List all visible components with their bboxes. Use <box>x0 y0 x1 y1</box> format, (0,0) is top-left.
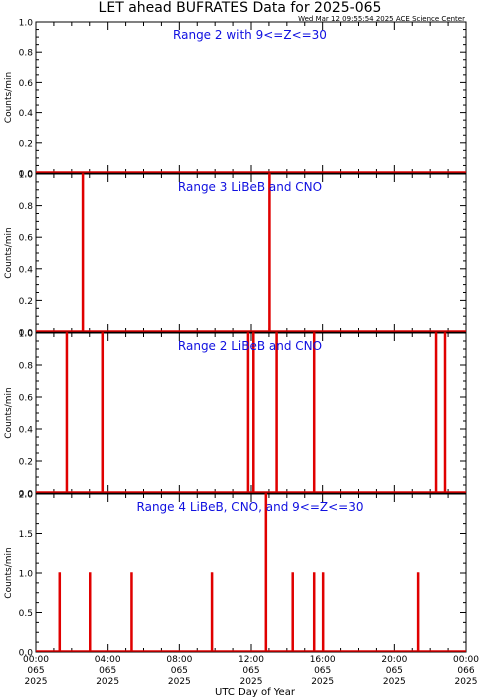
y-tick-label: 0.4 <box>19 265 34 275</box>
panel-1: 0.0 0.2 0.4 0.6 0.8 1.0 Counts/min Range 2 with… <box>4 19 467 180</box>
x-tick-label-time: 00:00 <box>453 655 479 665</box>
x-tick-label-year: 2025 <box>383 677 406 687</box>
panels-group: 0.0 0.2 0.4 0.6 0.8 1.0 Counts/min Range 2 with… <box>4 19 467 659</box>
panel-title: Range 4 LiBeB, CNO, and 9<=Z<=30 <box>137 500 364 514</box>
y-axis-label: Counts/min <box>4 227 14 278</box>
panel-2: 0.0 0.2 0.4 0.6 0.8 1.0 Counts/min Range 3 LiBe… <box>4 171 467 339</box>
y-tick-label: 0.8 <box>19 202 34 212</box>
y-tick-label: 0.0 <box>19 490 34 500</box>
panel-3: 0.0 0.2 0.4 0.6 0.8 1.0 Counts/min Range 2 LiBe… <box>4 330 467 500</box>
y-tick-label: 1.5 <box>19 530 33 540</box>
y-tick-label: 1.0 <box>19 570 34 580</box>
x-tick-label-year: 2025 <box>25 677 48 687</box>
x-tick-label-year: 2025 <box>311 677 334 687</box>
x-tick-label-doy: 065 <box>27 666 44 676</box>
x-tick-label-time: 08:00 <box>166 655 192 665</box>
y-tick-label: 0.4 <box>19 109 34 119</box>
chart-title: LET ahead BUFRATES Data for 2025-065 <box>99 0 382 16</box>
y-tick-label: 0.6 <box>19 394 34 404</box>
x-tick-label-time: 20:00 <box>381 655 407 665</box>
x-axis-label: UTC Day of Year <box>215 687 296 698</box>
x-tick-label-doy: 065 <box>171 666 188 676</box>
y-axis-label: Counts/min <box>4 547 14 598</box>
y-tick-label: 0.2 <box>19 458 33 468</box>
y-tick-label: 0.2 <box>19 297 33 307</box>
x-tick-label-doy: 065 <box>242 666 259 676</box>
y-tick-label: 1.0 <box>19 330 34 340</box>
y-tick-label: 0.2 <box>19 139 33 149</box>
panel-title: Range 2 LiBeB and CNO <box>178 339 322 353</box>
y-tick-label: 0.6 <box>19 79 34 89</box>
y-tick-label: 0.0 <box>19 329 34 339</box>
y-tick-label: 0.8 <box>19 362 34 372</box>
y-axis-label: Counts/min <box>4 72 14 123</box>
x-tick-label-doy: 065 <box>386 666 403 676</box>
x-tick-label-year: 2025 <box>168 677 191 687</box>
y-tick-label: 0.5 <box>19 609 33 619</box>
y-tick-label: 0.6 <box>19 234 34 244</box>
panel-title: Range 3 LiBeB and CNO <box>178 180 322 194</box>
x-tick-label-time: 16:00 <box>310 655 336 665</box>
y-axis-label: Counts/min <box>4 387 14 438</box>
y-tick-label: 1.0 <box>19 171 34 181</box>
y-tick-label: 1.0 <box>19 19 34 29</box>
x-tick-label-year: 2025 <box>96 677 119 687</box>
x-tick-label-year: 2025 <box>455 677 478 687</box>
y-tick-label: 0.8 <box>19 49 34 59</box>
timestamp-label: Wed Mar 12 09:55:54 2025 ACE Science Cen… <box>298 15 465 23</box>
x-tick-label-time: 04:00 <box>95 655 121 665</box>
x-tick-label-year: 2025 <box>240 677 263 687</box>
panel-4: 0.0 0.5 1.0 1.5 2.0 Counts/min Range 4 LiBeB, … <box>4 491 467 659</box>
y-tick-label: 2.0 <box>19 491 34 501</box>
y-tick-label: 0.4 <box>19 426 34 436</box>
x-tick-label-time: 00:00 <box>23 655 49 665</box>
y-tick-label: 0.0 <box>19 170 34 180</box>
x-tick-label-doy: 065 <box>99 666 116 676</box>
x-tick-label-time: 12:00 <box>238 655 264 665</box>
x-axis: 00:00065202504:00065202508:00065202512:0… <box>23 655 479 687</box>
panel-title: Range 2 with 9<=Z<=30 <box>173 28 327 42</box>
y-tick-label: 0.0 <box>19 649 34 659</box>
x-tick-label-doy: 065 <box>314 666 331 676</box>
x-tick-label-doy: 066 <box>457 666 474 676</box>
